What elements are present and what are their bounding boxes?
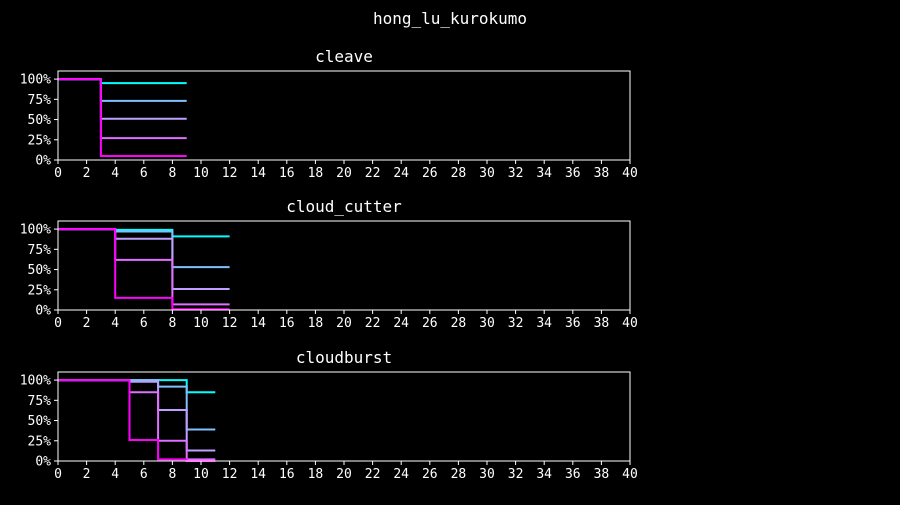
x-tick-label: 14: [250, 166, 266, 181]
x-tick-label: 2: [83, 166, 91, 181]
y-tick-label: 75%: [28, 394, 52, 409]
x-tick-label: 2: [83, 467, 91, 482]
x-tick-label: 14: [250, 467, 266, 482]
x-tick-label: 26: [422, 467, 438, 482]
x-tick-label: 0: [54, 166, 62, 181]
y-tick-label: 100%: [20, 223, 51, 238]
x-tick-label: 8: [168, 316, 176, 331]
chart-title: cloud_cutter: [286, 197, 402, 216]
x-tick-label: 28: [451, 467, 467, 482]
x-tick-label: 0: [54, 467, 62, 482]
x-tick-label: 32: [508, 166, 524, 181]
x-tick-label: 30: [479, 467, 495, 482]
x-tick-label: 24: [393, 166, 409, 181]
x-tick-label: 2: [83, 316, 91, 331]
series-line-5: [58, 228, 230, 311]
x-tick-label: 20: [336, 467, 352, 482]
chart-title: cloudburst: [296, 348, 392, 367]
figure-title: hong_lu_kurokumo: [373, 9, 527, 28]
x-tick-label: 28: [451, 316, 467, 331]
x-tick-label: 18: [308, 166, 324, 181]
x-tick-label: 30: [479, 316, 495, 331]
x-tick-label: 10: [193, 316, 209, 331]
x-tick-label: 14: [250, 316, 266, 331]
y-tick-label: 50%: [28, 414, 52, 429]
x-tick-label: 4: [111, 166, 119, 181]
chart-title: cleave: [315, 47, 373, 66]
x-tick-label: 0: [54, 316, 62, 331]
x-tick-label: 6: [140, 316, 148, 331]
x-tick-label: 6: [140, 467, 148, 482]
x-tick-label: 16: [279, 467, 295, 482]
x-tick-label: 8: [168, 467, 176, 482]
x-tick-label: 22: [365, 316, 381, 331]
y-tick-label: 50%: [28, 113, 52, 128]
x-tick-label: 4: [111, 467, 119, 482]
x-tick-label: 32: [508, 467, 524, 482]
y-tick-label: 100%: [20, 374, 51, 389]
x-tick-label: 18: [308, 467, 324, 482]
x-tick-label: 24: [393, 316, 409, 331]
y-tick-label: 25%: [28, 133, 52, 148]
x-tick-label: 26: [422, 316, 438, 331]
x-tick-label: 16: [279, 316, 295, 331]
y-tick-label: 25%: [28, 434, 52, 449]
x-tick-label: 38: [594, 467, 610, 482]
x-tick-label: 40: [622, 166, 638, 181]
x-tick-label: 12: [222, 166, 238, 181]
y-tick-label: 0%: [35, 304, 51, 319]
x-tick-label: 40: [622, 316, 638, 331]
x-tick-label: 28: [451, 166, 467, 181]
x-tick-label: 40: [622, 467, 638, 482]
x-tick-label: 30: [479, 166, 495, 181]
x-tick-label: 22: [365, 166, 381, 181]
x-tick-label: 34: [536, 467, 552, 482]
x-tick-label: 10: [193, 166, 209, 181]
x-tick-label: 26: [422, 166, 438, 181]
x-tick-label: 18: [308, 316, 324, 331]
series-line-5: [58, 78, 187, 157]
x-tick-label: 8: [168, 166, 176, 181]
y-tick-label: 75%: [28, 93, 52, 108]
x-tick-label: 34: [536, 316, 552, 331]
y-tick-label: 75%: [28, 243, 52, 258]
x-tick-label: 20: [336, 316, 352, 331]
x-tick-label: 36: [565, 316, 581, 331]
x-tick-label: 12: [222, 316, 238, 331]
x-tick-label: 4: [111, 316, 119, 331]
x-tick-label: 12: [222, 467, 238, 482]
x-tick-label: 38: [594, 316, 610, 331]
y-tick-label: 50%: [28, 263, 52, 278]
y-tick-label: 0%: [35, 154, 51, 169]
x-tick-label: 32: [508, 316, 524, 331]
x-tick-label: 34: [536, 166, 552, 181]
x-tick-label: 38: [594, 166, 610, 181]
x-tick-label: 24: [393, 467, 409, 482]
y-tick-label: 100%: [20, 73, 51, 88]
x-tick-label: 36: [565, 467, 581, 482]
x-tick-label: 6: [140, 166, 148, 181]
x-tick-label: 10: [193, 467, 209, 482]
y-tick-label: 25%: [28, 283, 52, 298]
x-tick-label: 36: [565, 166, 581, 181]
x-tick-label: 16: [279, 166, 295, 181]
y-tick-label: 0%: [35, 455, 51, 470]
x-tick-label: 20: [336, 166, 352, 181]
x-tick-label: 22: [365, 467, 381, 482]
